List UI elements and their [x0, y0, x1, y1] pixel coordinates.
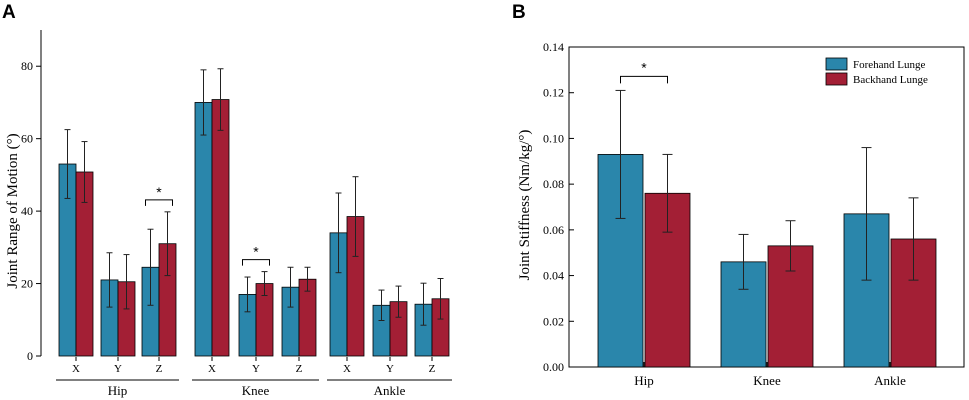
significance-marker: *: [253, 244, 259, 260]
panel-b-x-categories: Hip Knee Ankle: [634, 362, 906, 388]
x-category-label: Z: [429, 363, 436, 375]
significance-bracket: [145, 199, 173, 206]
y-tick-label: 40: [21, 204, 33, 218]
panel-b-bars: [597, 154, 937, 368]
legend-label-backhand: Backhand Lunge: [853, 74, 928, 86]
bar-backhand: [211, 99, 230, 357]
significance-marker: *: [641, 59, 647, 75]
y-tick-label: 60: [21, 132, 33, 146]
y-tick-label: 0.12: [543, 86, 564, 100]
panel-b-y-axis-title: Joint Stiffness (Nm/kg/°): [517, 130, 533, 281]
y-tick-label: 0.00: [543, 360, 564, 374]
y-tick-label: 80: [21, 59, 33, 73]
panel-a-y-axis-title: Joint Range of Motion (°): [5, 133, 21, 288]
y-tick-label: 0: [27, 349, 33, 363]
group-label: Hip: [108, 383, 128, 398]
significance-bracket: [242, 259, 270, 266]
y-tick-label: 0.06: [543, 223, 564, 237]
bar-forehand: [194, 102, 213, 357]
panel-b-letter: B: [512, 2, 526, 23]
panel-b-legend: Forehand Lunge Backhand Lunge: [825, 57, 928, 86]
y-tick-label: 0.04: [543, 269, 564, 283]
x-category-label: Z: [296, 363, 303, 375]
x-category-label: Y: [386, 363, 394, 375]
panel-b: B Joint Stiffness (Nm/kg/°) 0.00 0.02 0.04…: [512, 2, 965, 388]
y-tick-label: 0.10: [543, 131, 564, 145]
x-category-label: Y: [252, 363, 260, 375]
significance-marker: *: [156, 184, 162, 200]
legend-swatch-forehand: [825, 57, 848, 71]
group-label: Knee: [242, 383, 270, 398]
panel-a-error-bars: [64, 68, 444, 326]
panel-a-significance: **: [145, 184, 270, 266]
panel-a-y-ticks: 0 20 40 60 80: [21, 59, 41, 363]
panel-b-error-bars: [615, 89, 919, 290]
group-label: Ankle: [374, 383, 406, 398]
legend-label-forehand: Forehand Lunge: [853, 59, 926, 71]
panel-a-bars: [58, 99, 450, 357]
x-category-label: Ankle: [874, 373, 906, 388]
panel-a-groups: Hip Knee Ankle: [56, 379, 452, 398]
y-tick-label: 20: [21, 277, 33, 291]
significance-bracket: [620, 75, 668, 84]
x-category-label: Z: [156, 363, 163, 375]
y-tick-label: 0.02: [543, 314, 564, 328]
panel-a-letter: A: [2, 2, 16, 23]
x-category-label: Knee: [753, 373, 781, 388]
y-tick-label: 0.14: [543, 40, 564, 54]
x-category-label: X: [343, 363, 351, 375]
legend-swatch-backhand: [825, 72, 848, 86]
x-category-label: X: [208, 363, 216, 375]
x-category-label: Y: [114, 363, 122, 375]
panel-b-significance: *: [620, 59, 668, 84]
y-tick-label: 0.08: [543, 177, 564, 191]
x-category-label: X: [72, 363, 80, 375]
panel-b-y-ticks: 0.00 0.02 0.04 0.06 0.08 0.10 0.12 0.14: [543, 40, 574, 374]
x-category-label: Hip: [634, 373, 654, 388]
